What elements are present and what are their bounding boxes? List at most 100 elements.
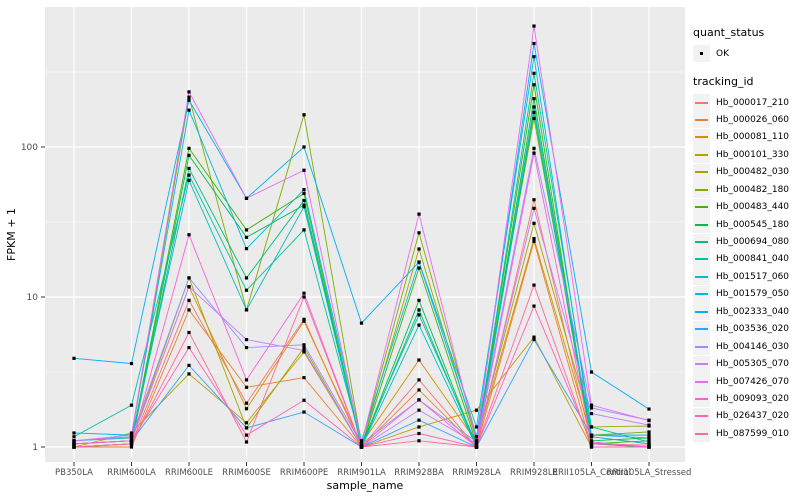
legend-key-line-icon [695, 223, 708, 226]
data-point [532, 110, 536, 115]
data-point [532, 83, 536, 87]
data-point [187, 173, 191, 177]
legend-key-line-icon [695, 345, 708, 348]
data-point [647, 440, 651, 444]
data-point [589, 370, 594, 374]
legend-item-quant-ok: OK [693, 45, 799, 62]
data-point [647, 430, 651, 434]
data-point [417, 212, 421, 216]
legend-item-Hb_000081_110: Hb_000081_110 [693, 128, 799, 146]
data-point [417, 266, 421, 270]
y-tick-label: 10 [27, 293, 39, 303]
data-point [302, 191, 306, 196]
data-point [244, 337, 249, 342]
data-point [302, 198, 306, 203]
data-point [244, 247, 249, 251]
data-point [244, 433, 249, 437]
data-point [187, 308, 191, 312]
data-point [187, 95, 191, 99]
data-point [72, 442, 76, 446]
legend-item-label: Hb_000026_060 [716, 114, 790, 125]
data-point [589, 445, 594, 449]
data-point [244, 421, 249, 425]
data-point [302, 295, 306, 299]
legend-item-Hb_007426_070: Hb_007426_070 [693, 373, 799, 390]
data-point [474, 425, 479, 429]
legend-item-label: Hb_000017_210 [716, 97, 790, 108]
data-point [244, 426, 249, 430]
legend-item-Hb_004146_030: Hb_004146_030 [693, 338, 799, 356]
legend-item-Hb_000483_440: Hb_000483_440 [693, 198, 799, 216]
legend-key [693, 216, 710, 234]
tracking-id-legend-list: Hb_000017_210 Hb_000026_060 Hb_000081_110 H… [693, 94, 799, 443]
data-point [532, 206, 536, 210]
data-point [244, 385, 249, 389]
x-tick-label: RRIM600SE [222, 468, 271, 478]
legend-item-Hb_087599_010: Hb_087599_010 [693, 425, 799, 443]
legend-item-Hb_000545_180: Hb_000545_180 [693, 216, 799, 234]
data-point [417, 313, 421, 317]
data-point [302, 291, 306, 295]
legend-key-line-icon [695, 136, 708, 139]
data-point [532, 283, 536, 287]
data-point [129, 439, 134, 443]
data-points [72, 24, 651, 449]
x-tick-label: RRII105LA_Stressed [607, 468, 692, 478]
quant-ok-key [693, 45, 710, 62]
legend-item-label: Hb_000081_110 [716, 132, 790, 143]
data-point [244, 407, 249, 411]
data-point [417, 298, 421, 302]
data-point [187, 153, 191, 157]
data-point [244, 308, 249, 312]
legend-item-Hb_000101_330: Hb_000101_330 [693, 146, 799, 164]
data-point [129, 431, 134, 435]
data-point [532, 41, 536, 46]
legend-key-line-icon [695, 118, 708, 121]
data-point [187, 345, 191, 350]
legend-key [693, 233, 710, 251]
legend-item-label: Hb_002333_040 [716, 306, 790, 317]
legend-item-label: Hb_026437_020 [716, 411, 790, 422]
x-tick-label: RRIM928LE [510, 468, 558, 478]
data-point [532, 55, 536, 59]
data-point [302, 398, 306, 402]
data-point [589, 411, 594, 416]
legend-key-line-icon [695, 415, 708, 418]
data-point [244, 196, 249, 200]
data-point [359, 445, 364, 449]
data-point [589, 425, 594, 429]
y-axis-title: FPKM + 1 [5, 208, 18, 261]
data-point [302, 317, 306, 321]
legend-key-line-icon [695, 241, 708, 243]
x-tick-label: RRIM600PE [280, 468, 328, 478]
legend-item-label: Hb_000694_080 [716, 237, 790, 247]
legend-key [693, 94, 710, 111]
legend-item-Hb_001579_050: Hb_001579_050 [693, 285, 799, 303]
legend-key [693, 338, 710, 356]
x-tick-label: RRIM928LA [452, 468, 501, 478]
data-point [589, 403, 594, 407]
data-point [532, 337, 536, 342]
data-point [647, 436, 651, 440]
data-point [417, 439, 421, 443]
legend-item-label: Hb_000841_040 [716, 254, 790, 265]
legend-item-Hb_000841_040: Hb_000841_040 [693, 250, 799, 268]
data-point [647, 418, 651, 423]
legend-key [693, 355, 710, 373]
data-point [187, 146, 191, 150]
data-point [417, 388, 421, 392]
data-point [187, 363, 191, 367]
data-point [417, 378, 421, 382]
data-point [244, 378, 249, 382]
data-point [589, 435, 594, 439]
data-point [417, 308, 421, 312]
data-point [474, 435, 479, 439]
legend-item-label: Hb_000101_330 [716, 149, 790, 160]
data-point [129, 433, 134, 437]
legend-key [693, 146, 710, 164]
data-point [72, 445, 76, 449]
data-point [474, 445, 479, 449]
data-point [532, 116, 536, 121]
legend-item-Hb_000482_030: Hb_000482_030 [693, 163, 799, 181]
